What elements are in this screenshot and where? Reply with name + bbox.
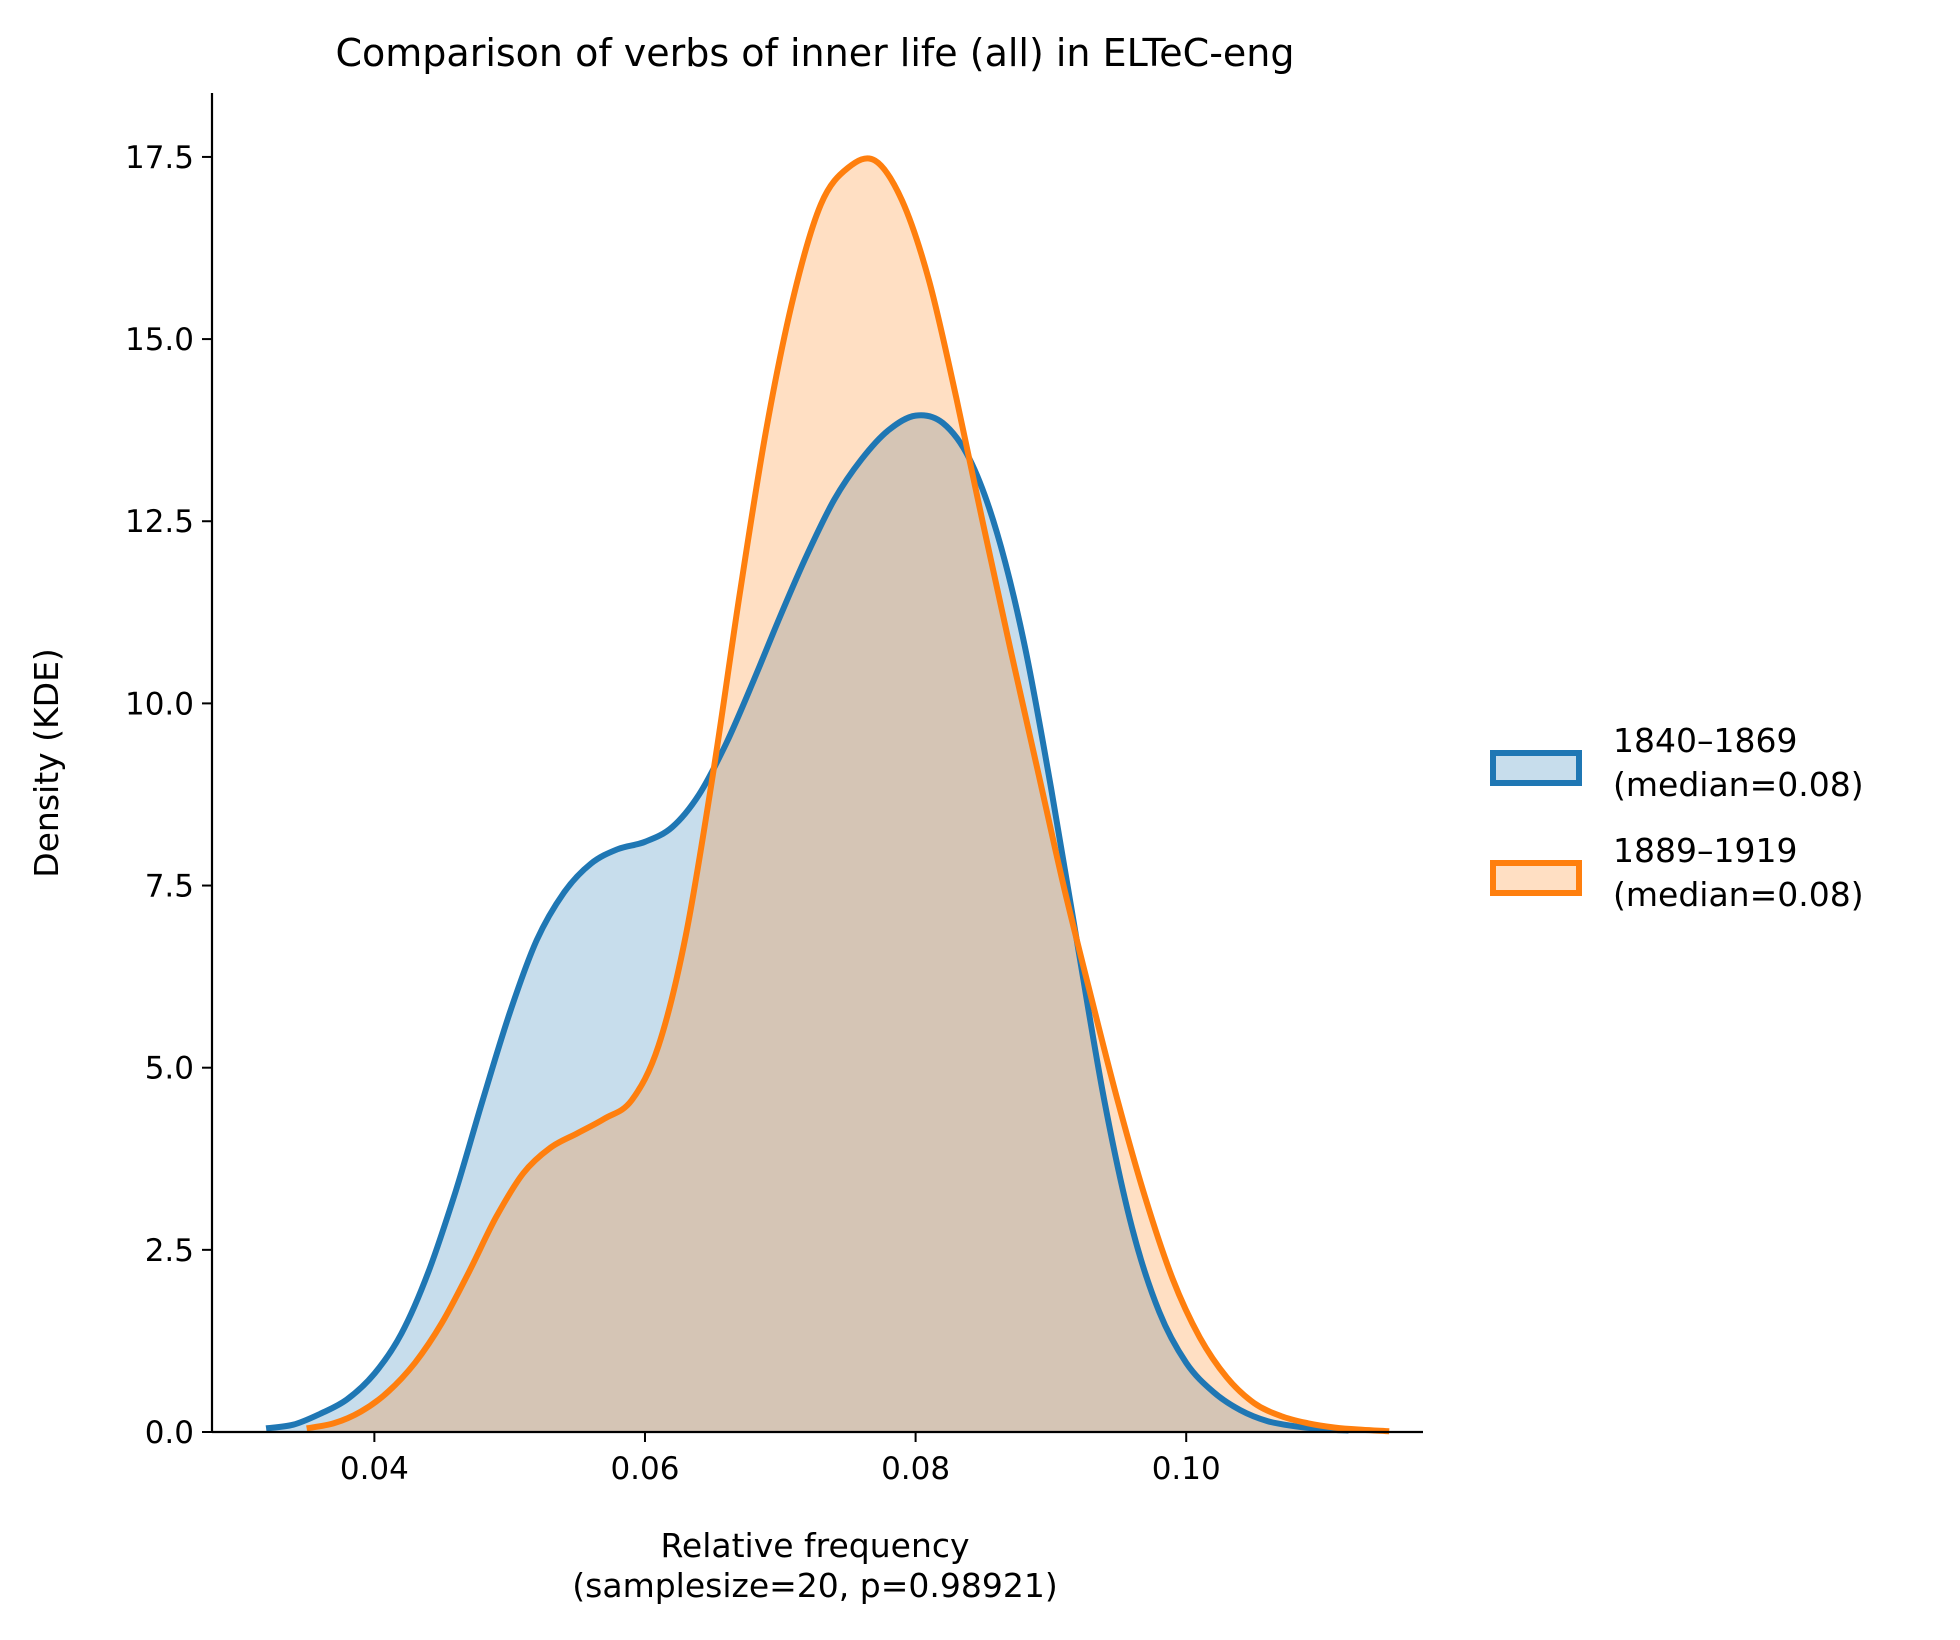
x-axis-label-line-1: Relative frequency xyxy=(660,1526,969,1565)
density-fills xyxy=(266,158,1390,1433)
y-tick-label: 2.5 xyxy=(145,1233,194,1269)
plot-area xyxy=(265,155,1390,1435)
y-tick-label: 0.0 xyxy=(145,1415,194,1451)
density-curve-1889-1919 xyxy=(306,155,1390,1435)
legend-label-1889-1919-line-2: (median=0.08) xyxy=(1613,875,1864,914)
y-tick-label: 7.5 xyxy=(145,869,194,905)
legend-swatch-1840-1869 xyxy=(1490,750,1582,786)
x-axis: 0.04 0.06 0.08 0.10 xyxy=(212,1430,1423,1487)
density-curve-1840-1869 xyxy=(265,412,1349,1434)
x-tick-label: 0.10 xyxy=(1152,1451,1221,1487)
y-tick-label: 12.5 xyxy=(125,504,194,540)
legend-label-1840-1869-line-2: (median=0.08) xyxy=(1613,765,1864,804)
legend: 1840–1869 (median=0.08) 1889–1919 (media… xyxy=(1490,721,1864,914)
y-axis-label: Density (KDE) xyxy=(27,648,66,878)
y-tick-label: 5.0 xyxy=(145,1051,194,1087)
x-tick-label: 0.08 xyxy=(881,1451,950,1487)
density-area-1840-1869 xyxy=(266,415,1349,1433)
x-tick-label: 0.04 xyxy=(340,1451,409,1487)
x-tick-label: 0.06 xyxy=(610,1451,679,1487)
y-axis: 0.0 2.5 5.0 7.5 10.0 12.5 15.0 17.5 xyxy=(125,93,214,1451)
x-axis-label-line-2: (samplesize=20, p=0.98921) xyxy=(572,1566,1057,1605)
y-tick-label: 15.0 xyxy=(125,322,194,358)
legend-swatch-1889-1919 xyxy=(1490,860,1582,896)
density-lines xyxy=(265,155,1390,1435)
legend-label-1889-1919-line-1: 1889–1919 xyxy=(1613,831,1797,870)
chart-title: Comparison of verbs of inner life (all) … xyxy=(335,31,1294,75)
legend-label-1840-1869-line-1: 1840–1869 xyxy=(1613,721,1797,760)
y-tick-label: 17.5 xyxy=(125,140,194,176)
y-tick-label: 10.0 xyxy=(125,686,194,722)
